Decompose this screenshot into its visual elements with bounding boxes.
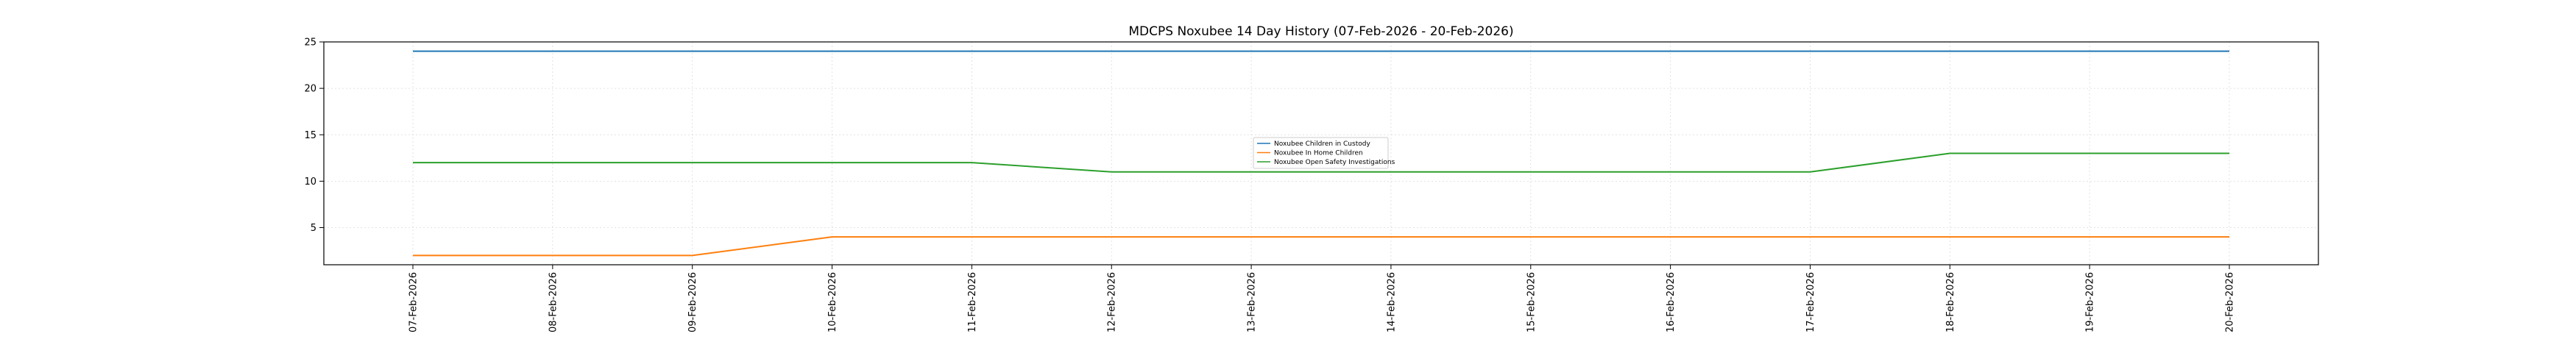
x-tick-label: 12-Feb-2026 [1107,272,1118,332]
y-tick-label: 20 [304,84,316,95]
legend-label-1: Noxubee Children in Custody [1274,140,1370,148]
x-tick-label: 18-Feb-2026 [1945,272,1956,332]
legend-label-3: Noxubee Open Safety Investigations [1274,159,1395,166]
x-tick-label: 14-Feb-2026 [1386,272,1397,332]
x-tick-label: 19-Feb-2026 [2085,272,2096,332]
y-axis: 5 10 15 20 25 [304,38,324,234]
y-tick-label: 15 [304,130,316,141]
x-tick-label: 11-Feb-2026 [967,272,978,332]
x-tick-label: 17-Feb-2026 [1805,272,1816,332]
series-line-2 [413,236,2229,257]
y-tick-label: 25 [304,38,316,49]
x-tick-label: 13-Feb-2026 [1247,272,1258,332]
x-tick-label: 15-Feb-2026 [1526,272,1537,332]
plot-area-frame [323,41,2319,265]
x-tick-label: 09-Feb-2026 [687,272,698,332]
legend-label-2: Noxubee In Home Children [1274,150,1363,157]
y-tick-label: 10 [304,176,316,188]
y-tick-label: 5 [311,223,316,234]
x-axis: 07-Feb-2026 08-Feb-2026 09-Feb-2026 10-Feb-… [408,265,2236,332]
x-tick-label: 08-Feb-2026 [548,272,559,332]
x-tick-label: 10-Feb-2026 [827,272,838,332]
series-layer [413,50,2229,257]
x-tick-label: 20-Feb-2026 [2225,272,2236,332]
chart-title: MDCPS Noxubee 14 Day History (07-Feb-202… [1128,24,1513,39]
legend: Noxubee Children in Custody Noxubee In Ho… [1253,137,1395,169]
x-tick-label: 16-Feb-2026 [1666,272,1677,332]
series-line-3 [413,152,2229,173]
legend-box [1253,137,1389,169]
x-tick-label: 07-Feb-2026 [408,272,420,332]
